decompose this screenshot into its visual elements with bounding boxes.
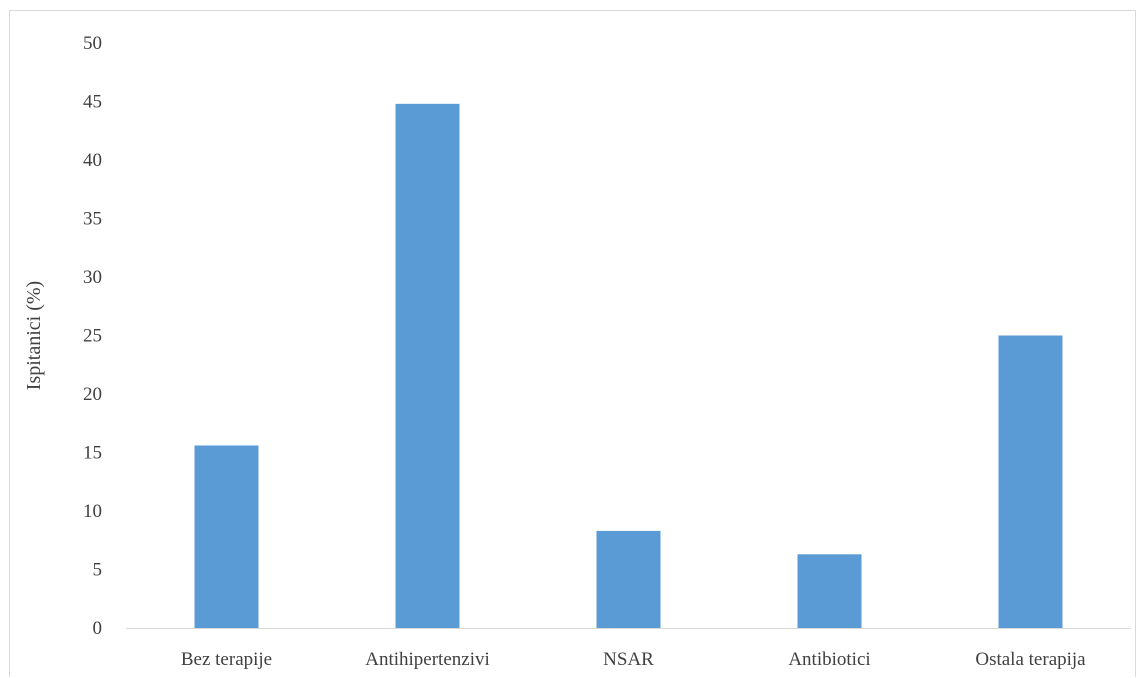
y-tick-label: 15 bbox=[83, 443, 102, 464]
y-tick-label: 0 bbox=[93, 618, 103, 639]
x-tick-label: Bez terapije bbox=[181, 649, 272, 670]
y-tick-label: 30 bbox=[83, 267, 102, 288]
y-axis-title: Ispitanici (%) bbox=[23, 281, 45, 390]
x-axis-ticks: Bez terapije Antihipertenzivi NSAR Antibiot… bbox=[181, 649, 1086, 670]
bar-antihipertenzivi bbox=[395, 103, 460, 629]
bars bbox=[194, 103, 1063, 629]
y-tick-label: 50 bbox=[83, 33, 102, 54]
bar-nsar bbox=[596, 530, 661, 628]
bar-bez-terapije bbox=[194, 445, 259, 628]
y-tick-label: 10 bbox=[83, 501, 102, 522]
y-tick-label: 45 bbox=[83, 92, 102, 113]
y-tick-label: 40 bbox=[83, 150, 102, 171]
x-tick-label: Antibiotici bbox=[788, 649, 870, 670]
bar-antibiotici bbox=[797, 554, 862, 628]
y-tick-label: 35 bbox=[83, 209, 102, 230]
x-tick-label: Antihipertenzivi bbox=[365, 649, 490, 670]
chart-frame bbox=[9, 10, 1136, 677]
bar-ostala-terapija bbox=[998, 335, 1063, 628]
y-tick-label: 25 bbox=[83, 326, 102, 347]
y-axis-ticks: 0 5 10 15 20 25 30 35 40 45 50 bbox=[83, 33, 102, 639]
x-tick-label: Ostala terapija bbox=[975, 649, 1086, 670]
y-tick-label: 5 bbox=[93, 560, 103, 581]
x-tick-label: NSAR bbox=[603, 649, 654, 670]
y-tick-label: 20 bbox=[83, 384, 102, 405]
